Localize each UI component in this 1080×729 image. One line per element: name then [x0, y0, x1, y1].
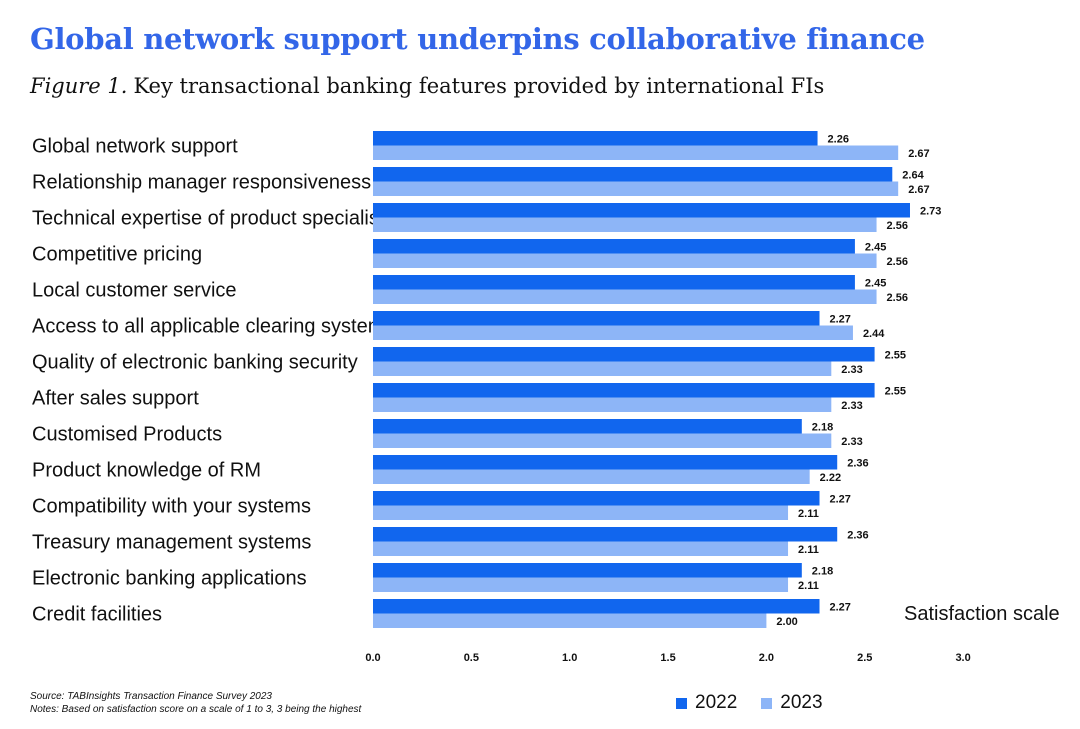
bar-2022 — [373, 563, 802, 578]
x-tick-label: 0.5 — [464, 652, 479, 664]
data-label-2023: 2.56 — [887, 220, 908, 232]
bar-2022 — [373, 167, 893, 182]
bar-2023 — [373, 145, 899, 160]
legend-label-2022: 2022 — [695, 692, 738, 713]
data-label-2023: 2.11 — [798, 508, 819, 520]
data-label-2023: 2.33 — [841, 364, 862, 376]
bar-2023 — [373, 469, 810, 484]
legend-label-2023: 2023 — [780, 692, 823, 713]
source-note: Source: TABInsights Transaction Finance … — [30, 691, 272, 702]
bar-2022 — [373, 275, 855, 290]
data-label-2023: 2.44 — [863, 328, 885, 340]
data-label-2023: 2.11 — [798, 580, 819, 592]
data-label-2022: 2.73 — [920, 205, 941, 217]
figure-caption-text: Key transactional banking features provi… — [133, 74, 825, 98]
category-label: After sales support — [32, 388, 199, 410]
category-label: Product knowledge of RM — [32, 460, 261, 482]
bar-2022 — [373, 347, 875, 362]
category-label: Local customer service — [32, 280, 237, 302]
figure-number: Figure 1. — [30, 74, 128, 98]
bar-2023 — [373, 181, 899, 196]
data-label-2023: 2.56 — [887, 292, 908, 304]
category-label: Technical expertise of product specialis… — [32, 208, 394, 230]
legend-item-2022: 2022 — [676, 692, 737, 714]
category-label: Compatibility with your systems — [32, 496, 311, 518]
x-tick-label: 0.0 — [365, 652, 380, 664]
bar-2022 — [373, 239, 855, 254]
bar-2022 — [373, 131, 818, 146]
bar-2022 — [373, 419, 802, 434]
data-label-2023: 2.56 — [887, 256, 908, 268]
x-tick-label: 2.5 — [857, 652, 872, 664]
data-label-2022: 2.64 — [902, 169, 924, 181]
bar-2023 — [373, 397, 832, 412]
data-label-2023: 2.67 — [908, 184, 929, 196]
data-label-2022: 2.18 — [812, 421, 833, 433]
category-label: Electronic banking applications — [32, 568, 307, 590]
data-label-2023: 2.67 — [908, 148, 929, 160]
bar-2023 — [373, 253, 877, 268]
bar-2023 — [373, 361, 832, 376]
bar-2023 — [373, 289, 877, 304]
data-label-2022: 2.18 — [812, 565, 833, 577]
data-label-2022: 2.55 — [885, 349, 906, 361]
bar-2023 — [373, 577, 789, 592]
legend-swatch-2023 — [761, 697, 773, 709]
category-label: Access to all applicable clearing system… — [32, 316, 394, 338]
chart-notes: Source: TABInsights Transaction Finance … — [30, 690, 361, 716]
data-label-2023: 2.00 — [776, 616, 797, 628]
data-label-2023: 2.33 — [841, 436, 862, 448]
data-label-2023: 2.11 — [798, 544, 819, 556]
x-tick-label: 1.5 — [660, 652, 675, 664]
category-label: Quality of electronic banking security — [32, 352, 358, 374]
data-label-2022: 2.45 — [865, 277, 886, 289]
bar-2022 — [373, 527, 838, 542]
data-label-2022: 2.36 — [847, 457, 868, 469]
bar-2023 — [373, 505, 789, 520]
chart-legend: 2022 2023 — [676, 692, 847, 714]
category-label: Global network support — [32, 136, 238, 158]
category-label: Customised Products — [32, 424, 222, 446]
bar-2022 — [373, 599, 820, 614]
page-title: Global network support underpins collabo… — [30, 22, 925, 56]
bar-2022 — [373, 455, 838, 470]
bar-2023 — [373, 325, 853, 340]
bar-2022 — [373, 311, 820, 326]
x-tick-label: 1.0 — [562, 652, 577, 664]
legend-item-2023: 2023 — [761, 692, 823, 714]
bar-2022 — [373, 203, 910, 218]
data-label-2022: 2.27 — [830, 313, 851, 325]
bar-2022 — [373, 383, 875, 398]
notes-note: Notes: Based on satisfaction score on a … — [30, 704, 362, 715]
data-label-2023: 2.22 — [820, 472, 841, 484]
bar-2023 — [373, 541, 789, 556]
data-label-2022: 2.36 — [847, 529, 868, 541]
x-tick-label: 2.0 — [759, 652, 774, 664]
category-label: Treasury management systems — [32, 532, 311, 554]
x-tick-label: 3.0 — [955, 652, 970, 664]
data-label-2022: 2.27 — [830, 493, 851, 505]
bar-chart: Global network support 2.26 2.67 Relationsh… — [32, 131, 971, 664]
x-axis-label: Satisfaction scale — [904, 603, 1060, 625]
bar-2023 — [373, 433, 832, 448]
category-label: Credit facilities — [32, 604, 162, 626]
legend-swatch-2022 — [676, 697, 687, 709]
data-label-2023: 2.33 — [841, 400, 862, 412]
data-label-2022: 2.26 — [828, 133, 849, 145]
bar-2023 — [373, 217, 877, 232]
bar-2022 — [373, 491, 820, 506]
figure-caption: Figure 1. Key transactional banking featu… — [30, 74, 824, 98]
data-label-2022: 2.55 — [885, 385, 906, 397]
data-label-2022: 2.45 — [865, 241, 886, 253]
bar-2023 — [373, 613, 767, 628]
category-label: Relationship manager responsiveness — [32, 172, 371, 194]
data-label-2022: 2.27 — [830, 601, 851, 613]
category-label: Competitive pricing — [32, 244, 202, 266]
